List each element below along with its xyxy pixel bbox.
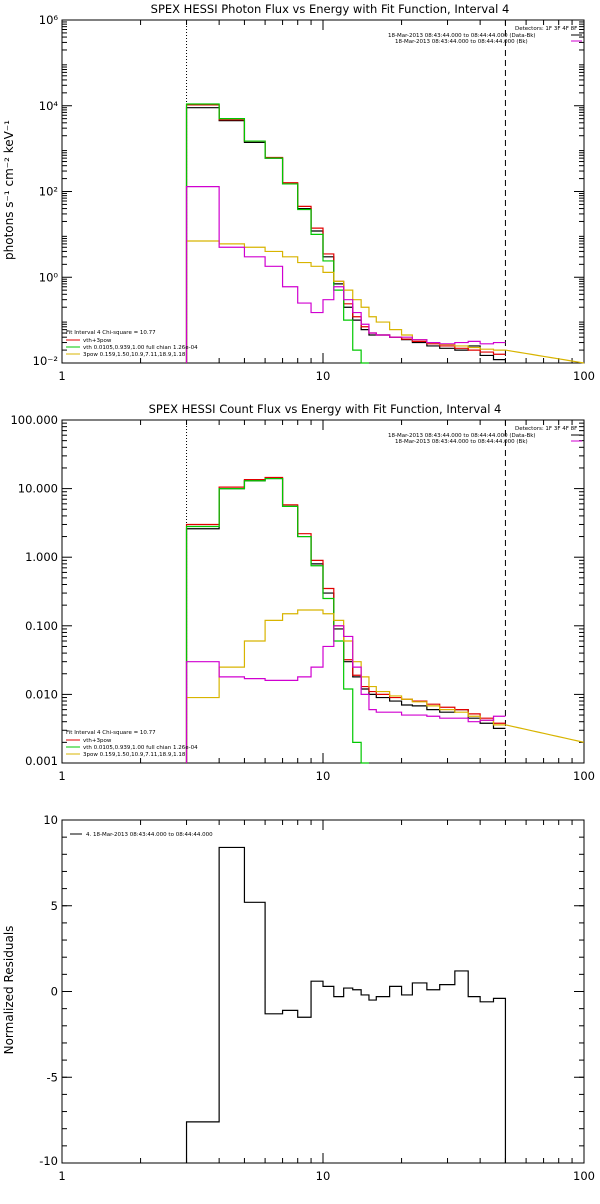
count-flux-curves	[185, 476, 585, 764]
x-tick-label: 10	[316, 769, 331, 783]
y-tick-label: 100.000	[10, 413, 58, 427]
legend-vth3pow: vth+3pow	[83, 738, 112, 744]
photon-flux-curves	[185, 103, 585, 364]
legend-fit-interval: Fit Interval 4 Chi-square = 10.77	[66, 730, 156, 736]
y-tick-label: 0.100	[25, 619, 58, 633]
x-tick-label: 1	[58, 769, 65, 783]
series-vth-3pow	[185, 476, 506, 763]
residuals-curves	[185, 846, 507, 1163]
count-flux-panel: SPEX HESSI Count Flux vs Energy with Fit…	[10, 402, 595, 783]
y-tick-label: 5	[51, 899, 58, 913]
series-vth	[185, 477, 369, 764]
series-3pow-extension	[505, 349, 585, 364]
series-vth-3pow	[185, 104, 506, 363]
y-tick-label: 0.010	[25, 687, 58, 701]
residuals-legend: 4. 18-Mar-2013 08:43:44.000 to 08:44:44.…	[70, 832, 213, 838]
series-4-18-mar-2013-08-43-44-000-to-08-44-44-000	[185, 846, 507, 1163]
x-tick-label: 10	[316, 369, 331, 383]
photon-flux-ylabel: photons s⁻¹ cm⁻² keV⁻¹	[2, 120, 16, 260]
y-tick-label: 10⁴	[39, 99, 59, 113]
y-tick-label: 1.000	[25, 550, 58, 564]
legend-detectors: Detectors: 1F 3F 4F 8F	[515, 426, 577, 432]
x-tick-label: 100	[573, 369, 595, 383]
photon-flux-axes: 1 10 100 10⁻² 10⁰ 10² 10⁴ 10⁶	[33, 13, 595, 383]
count-flux-title: SPEX HESSI Count Flux vs Energy with Fit…	[149, 402, 502, 416]
y-tick-label: 10⁻²	[33, 354, 58, 368]
residuals-ylabel: Normalized Residuals	[2, 926, 16, 1055]
series-data-bk	[185, 477, 506, 763]
x-tick-label: 100	[573, 1169, 595, 1183]
y-tick-label: 10.000	[18, 482, 58, 496]
photon-flux-title: SPEX HESSI Photon Flux vs Energy with Fi…	[151, 2, 510, 16]
y-tick-label: 10²	[39, 185, 58, 199]
series-bk	[185, 186, 506, 363]
legend-data-bk: 18-Mar-2013 08:43:44.000 to 08:44:44.000…	[388, 433, 536, 439]
series-3pow-extension	[505, 724, 585, 743]
y-tick-label: 10	[43, 813, 58, 827]
legend-vth3pow: vth+3pow	[83, 338, 112, 344]
y-tick-label: -5	[47, 1070, 58, 1084]
x-tick-label: 1	[58, 369, 65, 383]
x-tick-label: 100	[573, 769, 595, 783]
legend-vth: vth 0.0105,0.939,1.00 full chian 1.26e-0…	[83, 345, 198, 351]
x-tick-label: 1	[58, 1169, 65, 1183]
residuals-panel: Normalized Residuals 1 10 100 -10 -5 0 5 10 4. …	[2, 813, 595, 1183]
legend-detectors: Detectors: 1F 3F 4F 8F	[515, 26, 577, 32]
y-tick-label: 0	[51, 985, 58, 999]
legend-3pow: 3pow 0.159,1.50,10.9,7.11,18.9,1.18	[83, 352, 186, 358]
series-data-bk	[185, 107, 506, 363]
legend-bk: 18-Mar-2013 08:43:44.000 to 08:44:44.000…	[395, 39, 528, 45]
legend-fit-interval: Fit Interval 4 Chi-square = 10.77	[66, 330, 156, 336]
legend-residual-interval: 4. 18-Mar-2013 08:43:44.000 to 08:44:44.…	[86, 832, 213, 838]
legend-vth: vth 0.0105,0.939,1.00 full chian 1.26e-0…	[83, 745, 198, 751]
series-3pow	[185, 609, 506, 763]
y-tick-label: 10⁶	[39, 13, 59, 27]
residuals-axes: 1 10 100 -10 -5 0 5 10	[39, 813, 595, 1183]
series-3pow	[185, 240, 506, 363]
photon-flux-panel: SPEX HESSI Photon Flux vs Energy with Fi…	[2, 2, 595, 383]
y-tick-label: 10⁰	[39, 270, 59, 284]
count-flux-legend: Detectors: 1F 3F 4F 8F 18-Mar-2013 08:43…	[66, 426, 582, 758]
y-tick-label: 0.001	[25, 754, 58, 768]
x-tick-label: 10	[316, 1169, 331, 1183]
count-flux-axes: 1 10 100 0.001 0.010 0.100 1.000 10.000 100.000	[10, 413, 595, 783]
photon-flux-legend: Detectors: 1F 3F 4F 8F 18-Mar-2013 08:43…	[66, 26, 582, 358]
series-bk	[185, 625, 506, 763]
legend-bk: 18-Mar-2013 08:43:44.000 to 08:44:44.000…	[395, 439, 528, 445]
y-tick-label: -10	[39, 1154, 58, 1168]
legend-data-bk: 18-Mar-2013 08:43:44.000 to 08:44:44.000…	[388, 33, 536, 39]
legend-3pow: 3pow 0.159,1.50,10.9,7.11,18.9,1.18	[83, 752, 186, 758]
series-vth	[185, 103, 369, 364]
